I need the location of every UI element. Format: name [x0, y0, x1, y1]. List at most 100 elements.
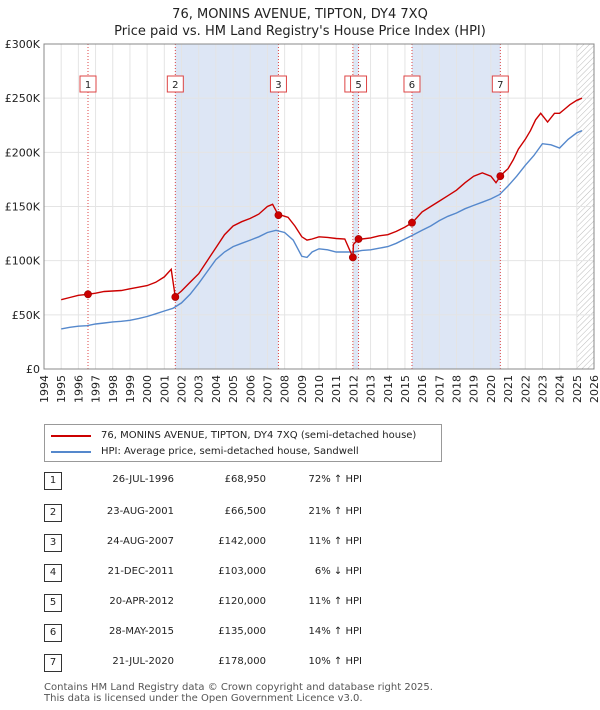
sale-point: [408, 218, 416, 227]
sale-number-badge: 5: [44, 594, 62, 612]
series-line: [61, 97, 583, 301]
y-tick-label: £300K: [5, 38, 41, 51]
footer-copyright: Contains HM Land Registry data © Crown c…: [44, 682, 433, 693]
x-tick-label: 2024: [554, 375, 567, 403]
legend-swatch-property: [51, 435, 91, 437]
x-tick-label: 2025: [571, 375, 584, 403]
price-chart: 1234567£0£50K£100K£150K£200K£250K£300K19…: [5, 38, 600, 403]
sale-marker-box: [403, 75, 421, 93]
sale-hpi-change: 14% ↑ HPI: [308, 626, 362, 637]
sale-marker-label: 5: [355, 80, 361, 91]
x-tick-label: 1995: [55, 375, 68, 403]
sale-point: [274, 211, 283, 220]
chart-title: 76, MONINS AVENUE, TIPTON, DY4 7XQ: [172, 7, 428, 22]
sale-hpi-change: 11% ↑ HPI: [308, 596, 362, 607]
x-tick-label: 2003: [193, 375, 206, 403]
x-tick-label: 2000: [141, 375, 154, 403]
sale-hpi-change: 6% ↓ HPI: [314, 566, 362, 577]
y-tick-label: £100K: [5, 255, 41, 268]
x-tick-label: 2010: [313, 375, 326, 403]
footer-licence: This data is licensed under the Open Gov…: [44, 693, 363, 704]
sale-price: £103,000: [218, 566, 266, 577]
x-tick-label: 2020: [485, 375, 498, 403]
y-tick-label: £150K: [5, 201, 41, 214]
sale-row: 6 28-MAY-2015 £135,000 14% ↑ HPI: [44, 624, 404, 642]
sale-number-badge: 6: [44, 624, 62, 642]
sale-row: 4 21-DEC-2011 £103,000 6% ↓ HPI: [44, 564, 404, 582]
legend-swatch-hpi: [51, 451, 91, 453]
sale-date: 24-AUG-2007: [106, 536, 174, 547]
x-tick-label: 1998: [107, 375, 120, 403]
x-tick-label: 2001: [158, 375, 171, 403]
x-tick-label: 2008: [279, 375, 292, 403]
x-tick-label: 2016: [416, 375, 429, 403]
y-tick-label: £200K: [5, 146, 41, 159]
sale-price: £178,000: [218, 656, 266, 667]
sale-marker-label: 7: [497, 80, 503, 91]
x-tick-label: 2026: [588, 375, 600, 403]
sale-number-badge: 2: [44, 504, 62, 522]
chart-subtitle: Price paid vs. HM Land Registry's House …: [114, 24, 486, 39]
x-tick-label: 1994: [38, 375, 51, 403]
x-tick-label: 2021: [502, 375, 515, 403]
x-tick-label: 2007: [261, 375, 274, 403]
y-tick-label: £250K: [5, 92, 41, 105]
sale-date: 26-JUL-1996: [112, 474, 174, 485]
x-tick-label: 2009: [296, 375, 309, 403]
x-tick-label: 2017: [433, 375, 446, 403]
sale-hpi-change: 11% ↑ HPI: [308, 536, 362, 547]
x-tick-label: 2005: [227, 375, 240, 403]
x-tick-label: 2006: [244, 375, 257, 403]
sale-marker-box: [350, 75, 368, 93]
x-tick-label: 2018: [451, 375, 464, 403]
legend-label-hpi: HPI: Average price, semi-detached house,…: [101, 446, 359, 457]
sale-number-badge: 1: [44, 472, 62, 490]
sale-marker-label: 3: [275, 80, 281, 91]
sale-row: 3 24-AUG-2007 £142,000 11% ↑ HPI: [44, 534, 404, 552]
x-tick-label: 2002: [176, 375, 189, 403]
sale-hpi-change: 21% ↑ HPI: [308, 506, 362, 517]
x-tick-label: 1996: [72, 375, 85, 403]
x-tick-label: 2011: [330, 375, 343, 403]
sale-number-badge: 4: [44, 564, 62, 582]
sale-row: 7 21-JUL-2020 £178,000 10% ↑ HPI: [44, 654, 404, 672]
x-tick-label: 2014: [382, 375, 395, 403]
sale-date: 23-AUG-2001: [106, 506, 174, 517]
sale-row: 2 23-AUG-2001 £66,500 21% ↑ HPI: [44, 504, 404, 522]
sale-price: £66,500: [224, 506, 266, 517]
chart-title-block: 76, MONINS AVENUE, TIPTON, DY4 7XQ Price…: [0, 6, 600, 40]
x-tick-label: 1999: [124, 375, 137, 403]
y-tick-label: £50K: [12, 309, 41, 322]
sale-marker-box: [269, 75, 287, 93]
footer: Contains HM Land Registry data © Crown c…: [44, 682, 433, 704]
x-tick-label: 2012: [347, 375, 360, 403]
sale-hpi-change: 10% ↑ HPI: [308, 656, 362, 667]
legend: 76, MONINS AVENUE, TIPTON, DY4 7XQ (semi…: [44, 424, 442, 462]
sale-point: [348, 253, 357, 262]
sale-marker-label: 1: [85, 80, 91, 91]
sale-date: 21-JUL-2020: [112, 656, 174, 667]
x-tick-label: 2019: [468, 375, 481, 403]
sale-marker-box: [166, 75, 184, 93]
sale-hpi-change: 72% ↑ HPI: [308, 474, 362, 485]
sale-point: [84, 290, 92, 299]
series-line: [61, 130, 583, 330]
x-tick-label: 2022: [519, 375, 532, 403]
sale-number-badge: 3: [44, 534, 62, 552]
sale-price: £142,000: [218, 536, 266, 547]
sale-number-badge: 7: [44, 654, 62, 672]
sale-point: [171, 293, 180, 301]
sale-row: 1 26-JUL-1996 £68,950 72% ↑ HPI: [44, 472, 404, 490]
sale-price: £135,000: [218, 626, 266, 637]
x-tick-label: 2015: [399, 375, 412, 403]
sale-point: [354, 235, 363, 243]
y-tick-label: £0: [26, 363, 40, 376]
sale-point: [496, 172, 505, 181]
sale-marker-box: [491, 75, 509, 93]
sale-marker-box: [79, 75, 97, 93]
x-tick-label: 2004: [210, 375, 223, 403]
plot-frame: [43, 43, 595, 370]
sale-marker-label: 6: [409, 80, 415, 91]
x-tick-label: 2023: [536, 375, 549, 403]
legend-label-property: 76, MONINS AVENUE, TIPTON, DY4 7XQ (semi…: [101, 430, 417, 441]
